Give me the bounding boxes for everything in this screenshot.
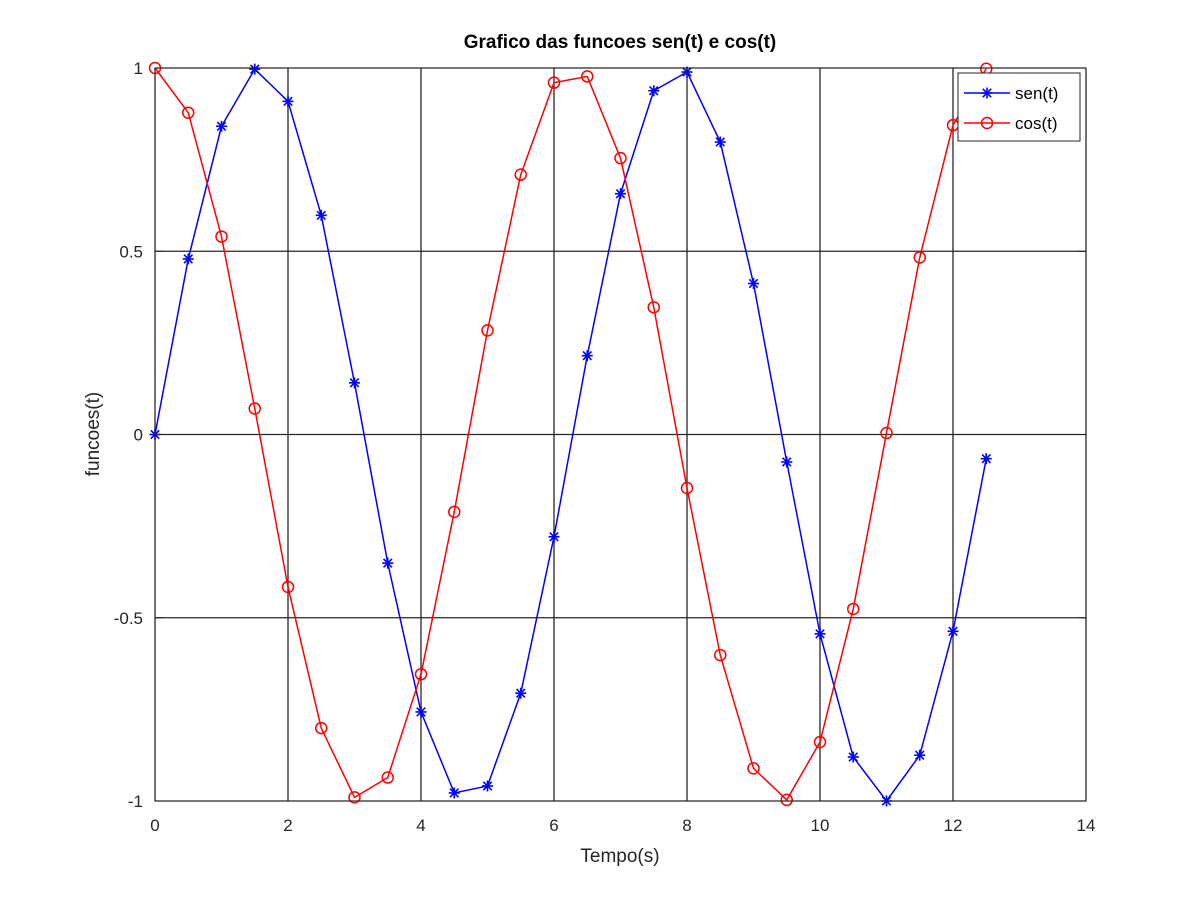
x-tick-label: 8 (682, 816, 691, 835)
y-axis-label: funcoes(t) (83, 392, 104, 476)
data-point (847, 751, 859, 763)
x-tick-label: 6 (549, 816, 558, 835)
data-point (215, 230, 228, 243)
data-point (748, 278, 759, 290)
series-line (154, 67, 987, 802)
data-point (914, 749, 926, 761)
data-point (448, 505, 461, 519)
data-point (415, 706, 427, 718)
data-point (348, 791, 361, 804)
legend-marker (980, 116, 994, 130)
data-point (248, 402, 261, 415)
data-point (813, 735, 827, 749)
data-point (747, 762, 760, 775)
data-point (680, 481, 694, 495)
data-point (381, 771, 394, 784)
legend-label: cos(t) (1015, 114, 1058, 133)
data-point (281, 580, 295, 594)
data-point (547, 76, 561, 89)
data-point (648, 85, 660, 97)
data-point (514, 168, 527, 181)
y-tick-label: -1 (128, 792, 143, 811)
data-point (315, 209, 327, 221)
y-tick-label: 1 (134, 59, 143, 78)
data-point (448, 787, 460, 799)
data-point (548, 531, 560, 543)
data-point (481, 324, 494, 337)
legend-entry: sen(t) (964, 84, 1058, 103)
data-point (515, 687, 527, 699)
x-tick-label: 0 (150, 816, 159, 835)
data-point (249, 63, 261, 75)
data-point (614, 151, 627, 165)
data-point (216, 120, 227, 132)
data-point (615, 188, 626, 200)
data-point (282, 95, 294, 107)
y-tick-label: -0.5 (114, 609, 143, 628)
data-point (382, 557, 394, 569)
y-tick-label: 0 (134, 426, 143, 445)
data-point (647, 301, 660, 314)
ticks: 0 2 4 6 8 10 12 14 -1 -0.5 0 0.5 1 (114, 59, 1096, 835)
legend-label: sen(t) (1015, 84, 1058, 103)
data-point (581, 350, 593, 362)
data-point (781, 456, 793, 468)
series-cos (148, 61, 993, 807)
legend-box (957, 72, 1081, 142)
x-tick-label: 10 (811, 816, 830, 835)
chart-title: Grafico das funcoes sen(t) e cos(t) (464, 32, 777, 53)
x-tick-label: 2 (283, 816, 292, 835)
x-axis-label: Tempo(s) (580, 846, 659, 867)
x-tick-label: 14 (1077, 816, 1096, 835)
data-point (714, 136, 726, 148)
series-sen (149, 63, 992, 807)
data-point (913, 251, 926, 264)
x-tick-label: 4 (416, 816, 425, 835)
legend-entry: cos(t) (964, 114, 1058, 133)
data-point (780, 793, 793, 807)
data-point (315, 721, 328, 735)
data-point (847, 602, 860, 616)
data-point (182, 106, 195, 119)
data-point (482, 780, 493, 792)
series-line (154, 67, 987, 803)
data-point (414, 667, 428, 681)
data-point (349, 377, 360, 389)
x-tick-label: 12 (944, 816, 963, 835)
data-point (182, 253, 194, 265)
data-point (947, 625, 959, 637)
data-point (880, 426, 893, 440)
data-point (581, 70, 594, 83)
y-tick-label: 0.5 (119, 242, 143, 261)
series (148, 61, 993, 807)
legend-marker (981, 87, 993, 99)
data-point (980, 453, 992, 465)
data-point (714, 648, 727, 662)
data-point (814, 628, 826, 640)
legend: sen(t) cos(t) (957, 72, 1081, 142)
